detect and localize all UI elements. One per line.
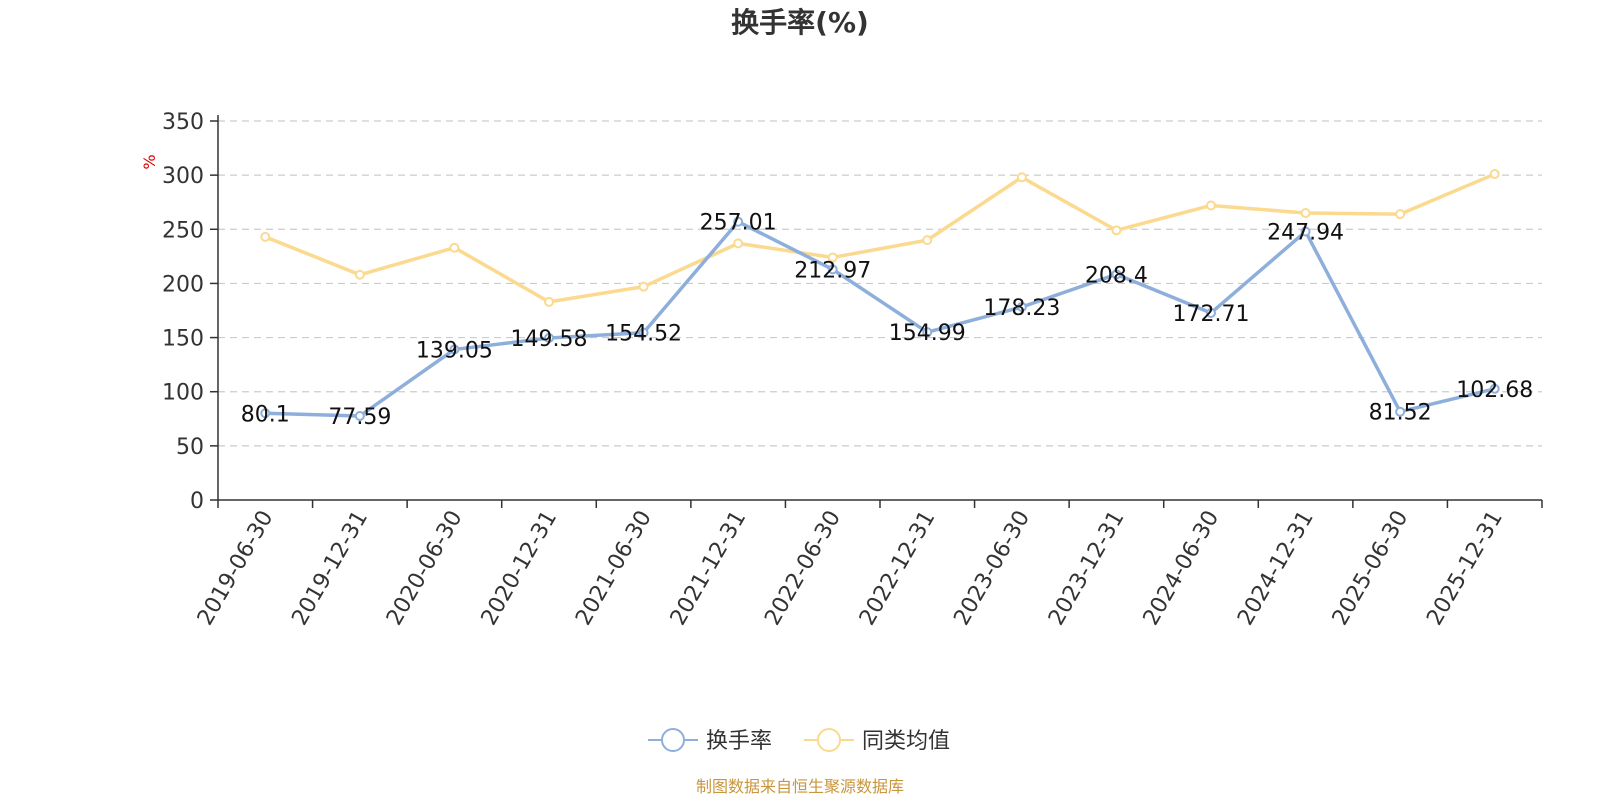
data-point	[260, 231, 271, 242]
x-tick-label: 2022-06-30	[760, 507, 846, 630]
data-point	[827, 252, 838, 263]
data-point	[1395, 406, 1406, 417]
data-label: 178.23	[983, 296, 1060, 321]
data-point	[1489, 383, 1500, 394]
x-tick-label: 2025-06-30	[1328, 507, 1414, 630]
x-tick-label: 2023-06-30	[949, 507, 1035, 630]
data-label: 80.1	[241, 402, 290, 427]
x-tick-label: 2021-12-31	[666, 507, 752, 630]
data-point	[449, 344, 460, 355]
chart-title: 换手率(%)	[731, 6, 869, 39]
y-tick-label: 350	[162, 110, 204, 135]
x-tick-label: 2020-06-30	[382, 507, 468, 630]
data-point	[1300, 208, 1311, 219]
axes: 0 50 100 150 200 250 300 350 2019-06-30 2019-12-3…	[162, 110, 1543, 630]
data-point	[638, 327, 649, 338]
data-point	[827, 264, 838, 275]
source-note: 制图数据来自恒生聚源数据库	[696, 777, 904, 796]
x-tick-label: 2021-06-30	[571, 507, 657, 630]
data-label: 247.94	[1267, 221, 1344, 246]
x-tick-label: 2020-12-31	[477, 507, 563, 630]
data-point	[922, 235, 933, 246]
data-point	[638, 281, 649, 292]
data-point	[1489, 169, 1500, 180]
data-point	[260, 408, 271, 419]
y-tick-label: 250	[162, 218, 204, 243]
data-point	[354, 269, 365, 280]
data-label: 81.52	[1369, 401, 1432, 426]
legend-label: 同类均值	[862, 729, 950, 754]
x-tick-label: 2019-06-30	[193, 507, 279, 630]
x-tick-label: 2023-12-31	[1044, 507, 1130, 630]
data-point	[1016, 172, 1027, 183]
data-point	[449, 242, 460, 253]
data-point	[1300, 226, 1311, 237]
data-labels: 80.1 77.59 139.05 149.58 154.52 257.01 212.97 1…	[241, 211, 1533, 430]
legend-label: 换手率	[706, 729, 772, 754]
x-tick-label: 2024-12-31	[1233, 507, 1319, 630]
legend-swatch-marker	[817, 728, 841, 752]
y-tick-label: 150	[162, 327, 204, 352]
data-point	[733, 216, 744, 227]
x-tick-label: 2025-12-31	[1422, 507, 1508, 630]
data-point	[1111, 269, 1122, 280]
grid-lines	[218, 120, 1542, 447]
data-point	[1206, 200, 1216, 211]
data-point	[922, 327, 933, 338]
data-point	[1395, 209, 1406, 220]
data-point	[354, 410, 365, 421]
data-label: 208.4	[1085, 263, 1148, 288]
x-tick-label: 2024-06-30	[1139, 507, 1225, 630]
data-label: 139.05	[416, 338, 493, 363]
data-label: 172.71	[1173, 302, 1250, 327]
data-point	[544, 333, 554, 344]
y-unit-label: %	[140, 154, 159, 169]
y-tick-label: 0	[190, 489, 204, 514]
legend: 换手率 同类均值	[648, 728, 950, 754]
data-label: 154.52	[605, 322, 682, 347]
data-label: 257.01	[700, 211, 777, 236]
data-label: 77.59	[328, 405, 391, 430]
data-point	[733, 238, 744, 249]
data-point	[544, 296, 554, 307]
y-tick-label: 50	[176, 435, 204, 460]
x-tick-label: 2022-12-31	[855, 506, 941, 629]
legend-swatch-marker	[661, 728, 685, 752]
data-point	[1206, 307, 1216, 318]
series-line	[264, 172, 1496, 304]
y-tick-label: 200	[162, 272, 204, 297]
series-lines	[260, 169, 1500, 421]
x-tick-label: 2019-12-31	[287, 507, 373, 630]
data-label: 154.99	[889, 321, 966, 346]
y-tick-label: 100	[162, 381, 204, 406]
series-line	[265, 219, 1496, 418]
y-tick-label: 300	[162, 164, 204, 189]
data-label: 212.97	[794, 258, 871, 283]
data-point	[1016, 302, 1027, 313]
data-label: 149.58	[511, 327, 588, 352]
data-label: 102.68	[1456, 378, 1533, 403]
data-point	[1111, 225, 1122, 236]
